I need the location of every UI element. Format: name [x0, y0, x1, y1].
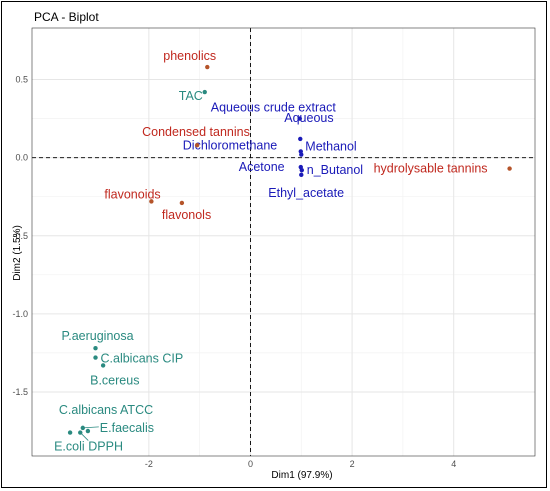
point-tac: [202, 89, 207, 95]
label-c-albicans-cip: C.albicans CIP: [101, 352, 184, 366]
y-tick-label: 0.0: [15, 153, 28, 163]
point-c-albicans-atcc: [85, 428, 91, 434]
y-tick-label: 0.5: [15, 75, 28, 85]
point-n-butanol: [299, 167, 304, 173]
leader-line-dpph: [79, 432, 89, 441]
point-ethyl-acetate: [299, 172, 304, 178]
label-e-coli: E.coli: [54, 440, 85, 454]
label-dichloromethane: Dichloromethane: [183, 138, 278, 152]
label-n-butanol: n_Butanol: [307, 163, 363, 177]
label-methanol: Methanol: [305, 140, 356, 154]
point-e-coli: [67, 430, 73, 435]
x-axis-label: Dim1 (97.9%): [271, 470, 332, 481]
y-tick-label: -1.0: [12, 309, 28, 319]
point-aqueous: [298, 136, 303, 142]
point-hydrolysable-tannins: [507, 166, 512, 171]
x-tick-label: 4: [451, 459, 456, 469]
label-acetone: Acetone: [239, 160, 285, 174]
point-methanol: [299, 152, 304, 157]
point-c-albicans-cip: [93, 355, 98, 360]
x-tick-label: 0: [248, 459, 253, 469]
point-phenolics: [205, 64, 210, 70]
label-flavonoids: flavonoids: [104, 187, 160, 201]
label-condensed-tannins: Condensed tannins: [142, 125, 250, 139]
point-condensed-tannins: [194, 142, 200, 148]
y-tick-label: -0.5: [12, 231, 28, 241]
label-aqueous-crude-extract: Aqueous crude extract: [211, 101, 337, 115]
label-b-cereus: B.cereus: [90, 373, 139, 387]
point-b-cereus: [100, 363, 106, 368]
label-hydrolysable-tannins: hydrolysable tannins: [374, 162, 488, 176]
point-p-aeruginosa: [93, 346, 98, 351]
plot-background: [32, 28, 535, 456]
label-tac: TAC: [179, 89, 203, 103]
plot-border: [31, 27, 536, 457]
label-flavonols: flavonols: [162, 208, 211, 222]
label-c-albicans-atcc: C.albicans ATCC: [59, 403, 153, 417]
point-flavonoids: [149, 199, 154, 204]
chart-title: PCA - Biplot: [34, 10, 99, 24]
x-tick-label: 2: [350, 459, 355, 469]
label-phenolics: phenolics: [163, 49, 216, 63]
plot-area: -2 0 2 4 0.5 0.0 -0.5 -1.0 -1.5 Aqueous crude ext…: [12, 27, 536, 469]
point-aqueous-crude-extract: [297, 116, 302, 121]
label-e-faecalis: E.faecalis: [100, 421, 154, 435]
y-axis-label: Dim2 (1.5%): [12, 225, 23, 281]
point-flavonols: [179, 200, 185, 206]
label-ethyl-acetate: Ethyl_acetate: [268, 186, 344, 200]
label-p-aeruginosa: P.aeruginosa: [62, 329, 134, 343]
x-tick-label: -2: [145, 459, 153, 469]
leader-line-e-faecalis: [82, 426, 99, 429]
label-dpph: DPPH: [88, 440, 123, 454]
y-tick-label: -1.5: [12, 387, 28, 397]
label-aqueous: Aqueous: [284, 111, 333, 125]
